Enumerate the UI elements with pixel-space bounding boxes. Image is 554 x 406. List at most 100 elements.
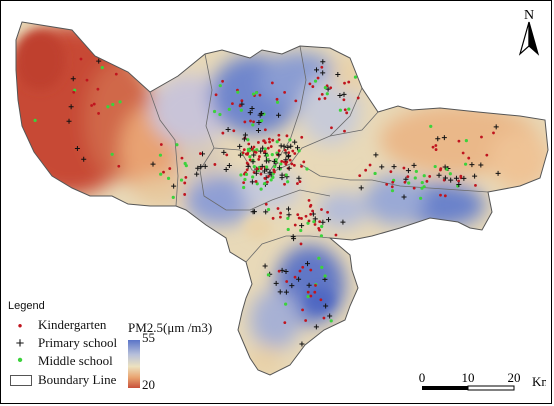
kindergarten-marker: [263, 176, 267, 180]
middle-school-marker: [329, 319, 333, 323]
kindergarten-marker: [461, 151, 465, 155]
kindergarten-marker: [313, 290, 317, 294]
primary-school-marker: [290, 234, 296, 240]
legend-item-kindergarten: • Kindergarten: [8, 316, 107, 334]
kindergarten-marker: [347, 80, 351, 84]
kindergarten-marker: [288, 158, 292, 162]
middle-school-marker: [218, 112, 222, 117]
kindergarten-marker: [368, 163, 372, 167]
pm25-ramp-title: PM2.5(μm /m3): [128, 320, 213, 335]
primary-school-marker: [202, 163, 208, 169]
boundary-box-icon: [10, 374, 32, 386]
legend-label-primary-school: Primary school: [38, 335, 118, 350]
kindergarten-marker: [199, 152, 202, 155]
kindergarten-marker: [294, 99, 298, 103]
primary-school-marker: [358, 185, 364, 191]
kindergarten-marker: [474, 183, 477, 187]
middle-school-marker: [306, 295, 310, 299]
kindergarten-marker: [184, 175, 188, 179]
middle-school-marker: [266, 273, 271, 277]
primary-school-marker: [263, 158, 269, 164]
primary-school-marker: [327, 313, 333, 319]
primary-school-marker: [306, 282, 312, 288]
middle-school-marker: [265, 165, 269, 169]
primary-school-marker: [198, 164, 204, 170]
kindergarten-marker: [271, 138, 275, 142]
primary-school-marker: [320, 70, 326, 76]
middle-school-marker: [320, 265, 324, 269]
kindergarten-marker: [247, 142, 251, 146]
kindergarten-marker: [306, 290, 310, 294]
middle-school-marker: [106, 105, 110, 109]
north-arrow: N: [518, 8, 540, 56]
kindergarten-marker: [245, 168, 249, 172]
kindergarten-marker: [309, 203, 313, 207]
kindergarten-marker: [284, 162, 288, 166]
pm25-color-ramp: [128, 340, 140, 388]
middle-school-marker: [275, 140, 279, 144]
middle-school-marker: [422, 174, 426, 178]
primary-school-marker: [320, 59, 326, 65]
primary-school-marker: [74, 145, 80, 151]
kindergarten-marker: [250, 147, 254, 151]
middle-school-marker: [251, 123, 255, 127]
middle-school-marker: [271, 175, 275, 179]
kindergarten-marker: [311, 209, 315, 213]
kindergarten-marker: [358, 174, 362, 177]
middle-school-marker: [255, 182, 259, 186]
primary-school-marker: [286, 165, 292, 171]
kindergarten-marker: [273, 170, 276, 174]
middle-school-marker: [419, 196, 423, 200]
middle-school-marker: [259, 187, 263, 191]
middle-school-marker: [263, 181, 267, 186]
kindergarten-marker: [245, 161, 249, 165]
legend-label-boundary-line: Boundary Line: [38, 372, 117, 387]
primary-school-marker: [312, 216, 318, 222]
primary-school-marker: [259, 111, 265, 117]
kindergarten-marker: [267, 175, 270, 178]
middle-school-marker: [118, 100, 122, 104]
kindergarten-marker: [159, 143, 163, 146]
primary-school-marker: [276, 165, 282, 171]
middle-school-marker: [413, 176, 417, 180]
primary-school-marker: [250, 159, 256, 165]
primary-school-marker: [195, 165, 201, 171]
kindergarten-marker: [242, 181, 246, 185]
primary-school-cross-icon: +: [15, 334, 25, 352]
kindergarten-marker: [213, 163, 217, 166]
middle-school-marker: [299, 228, 303, 233]
primary-school-marker: [401, 194, 407, 200]
primary-school-marker: [495, 170, 501, 176]
primary-school-marker: [436, 172, 442, 178]
primary-school-marker: [403, 176, 409, 182]
middle-school-marker: [111, 102, 115, 107]
kindergarten-marker: [72, 90, 76, 94]
kindergarten-marker: [323, 97, 327, 100]
middle-school-marker: [254, 91, 259, 95]
primary-school-marker: [226, 163, 232, 169]
kindergarten-marker: [307, 198, 311, 202]
kindergarten-marker: [322, 316, 326, 320]
primary-school-marker: [242, 132, 248, 138]
kindergarten-marker: [252, 120, 255, 124]
primary-school-marker: [453, 175, 459, 181]
kindergarten-marker: [221, 79, 224, 83]
middle-school-marker: [183, 161, 187, 166]
pm25-ramp-high: 55: [142, 330, 155, 345]
kindergarten-marker: [318, 220, 322, 224]
middle-school-marker: [212, 109, 217, 114]
primary-school-marker: [411, 162, 417, 168]
middle-school-marker: [286, 180, 290, 184]
primary-school-marker: [256, 119, 262, 125]
kindergarten-marker: [271, 216, 275, 220]
primary-school-marker: [313, 324, 319, 330]
kindergarten-marker: [492, 131, 495, 135]
kindergarten-marker: [459, 174, 463, 178]
kindergarten-marker: [90, 104, 94, 107]
middle-school-marker: [284, 173, 288, 177]
primary-school-marker: [96, 58, 102, 64]
city-boundary: [15, 21, 549, 376]
primary-school-marker: [283, 289, 289, 295]
legend-label-kindergarten: Kindergarten: [38, 317, 107, 332]
